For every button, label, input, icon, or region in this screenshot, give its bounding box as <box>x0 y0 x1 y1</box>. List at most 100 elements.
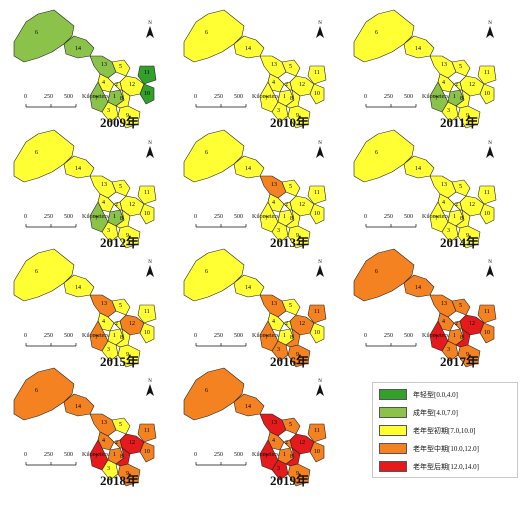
north-label: N <box>318 141 322 146</box>
scale-tick-label: 0 <box>194 94 197 100</box>
region-3 <box>101 101 119 123</box>
scale-tick-label: 250 <box>384 333 393 339</box>
region-number-label: 1 <box>283 214 286 220</box>
north-label: N <box>148 260 152 265</box>
region-6 <box>353 248 415 302</box>
region-number-label: 9 <box>126 352 129 358</box>
region-5 <box>451 298 471 316</box>
region-number-label: 5 <box>289 64 292 70</box>
scale-unit-label: Kilometers <box>82 452 109 458</box>
region-number-label: 10 <box>314 91 320 97</box>
scale-unit-label: Kilometers <box>252 214 279 220</box>
region-number-label: 10 <box>144 211 150 217</box>
map-panel: N 0 250 500 Kilometers 6 14 13 4 5 11 12 10 1 2 8 7 3 9 201… <box>4 124 178 284</box>
region-11 <box>477 65 497 85</box>
region-11 <box>137 65 157 85</box>
year-label: 2019年 <box>270 473 310 488</box>
scale-unit-label: Kilometers <box>252 333 279 339</box>
region-9 <box>117 105 141 129</box>
province-map: N <box>13 248 157 368</box>
region-number-label: 7 <box>265 454 268 460</box>
scale-tick-label: 500 <box>64 94 73 100</box>
year-label: 2010年 <box>270 115 310 130</box>
region-number-label: 7 <box>95 454 98 460</box>
scale-unit-label: Kilometers <box>82 214 109 220</box>
region-number-label: 4 <box>272 319 275 325</box>
region-14 <box>63 155 95 179</box>
region-number-label: 6 <box>35 269 38 275</box>
region-number-label: 8 <box>290 216 293 222</box>
region-number-label: 3 <box>277 466 280 472</box>
region-number-label: 13 <box>101 420 107 426</box>
region-number-label: 8 <box>290 454 293 460</box>
region-number-label: 8 <box>120 216 123 222</box>
region-number-label: 12 <box>129 440 135 446</box>
region-14 <box>63 274 95 298</box>
year-label: 2011年 <box>440 115 479 130</box>
region-number-label: 2 <box>285 82 288 88</box>
region-5 <box>281 298 301 316</box>
region-2 <box>113 320 123 330</box>
region-number-label: 14 <box>415 166 421 172</box>
region-2 <box>113 81 123 91</box>
region-number-label: 4 <box>442 319 445 325</box>
map-panel: N 0 250 500 Kilometers 6 14 13 4 5 11 12 10 1 2 8 7 3 9 201… <box>4 362 178 522</box>
scale-bar <box>195 462 247 466</box>
region-5 <box>111 417 131 435</box>
scale-tick-label: 250 <box>214 94 223 100</box>
region-number-label: 7 <box>435 96 438 102</box>
region-number-label: 12 <box>299 440 305 446</box>
region-3 <box>441 221 459 243</box>
north-arrow-icon: N <box>316 260 324 277</box>
region-number-label: 7 <box>95 335 98 341</box>
province-map: N <box>353 248 497 368</box>
north-arrow-icon: N <box>486 260 494 277</box>
scale-tick-label: 500 <box>404 333 413 339</box>
north-arrow-icon: N <box>316 379 324 396</box>
north-label: N <box>148 21 152 26</box>
region-number-label: 5 <box>119 303 122 309</box>
region-14 <box>403 274 435 298</box>
scale-bar <box>25 462 77 466</box>
region-10 <box>139 203 155 225</box>
region-number-label: 7 <box>95 216 98 222</box>
region-number-label: 2 <box>285 440 288 446</box>
region-number-label: 12 <box>129 202 135 208</box>
legend-swatch <box>379 425 407 436</box>
region-number-label: 1 <box>113 333 116 339</box>
region-number-label: 14 <box>75 46 81 52</box>
region-number-label: 6 <box>375 150 378 156</box>
north-arrow-icon: N <box>316 141 324 158</box>
scale-tick-label: 0 <box>194 333 197 339</box>
scale-unit-label: Kilometers <box>422 333 449 339</box>
scale-bar <box>25 343 77 347</box>
scale-tick-label: 250 <box>44 452 53 458</box>
region-13 <box>89 294 117 318</box>
region-13 <box>259 55 287 79</box>
region-number-label: 7 <box>265 335 268 341</box>
region-number-label: 11 <box>144 70 150 76</box>
north-label: N <box>148 141 152 146</box>
region-number-label: 10 <box>144 91 150 97</box>
region-6 <box>353 129 415 183</box>
region-number-label: 8 <box>460 96 463 102</box>
province-map: N <box>183 9 327 129</box>
region-number-label: 11 <box>484 309 490 315</box>
region-number-label: 7 <box>265 216 268 222</box>
region-13 <box>89 55 117 79</box>
region-number-label: 8 <box>460 335 463 341</box>
region-number-label: 10 <box>484 330 490 336</box>
region-2 <box>283 81 293 91</box>
map-panel: N 0 250 500 Kilometers 6 14 13 4 5 11 12 10 1 2 8 7 3 9 201… <box>174 243 348 403</box>
region-number-label: 6 <box>375 30 378 36</box>
region-13 <box>259 294 287 318</box>
region-9 <box>457 344 481 368</box>
legend-item-adult: 成年型[4.0,7.0] <box>379 407 515 419</box>
region-number-label: 8 <box>120 96 123 102</box>
year-label: 2014年 <box>440 235 480 250</box>
region-number-label: 6 <box>205 269 208 275</box>
province-map: N <box>353 129 497 249</box>
region-number-label: 13 <box>441 301 447 307</box>
region-number-label: 3 <box>447 228 450 234</box>
scale-unit-label: Kilometers <box>252 452 279 458</box>
